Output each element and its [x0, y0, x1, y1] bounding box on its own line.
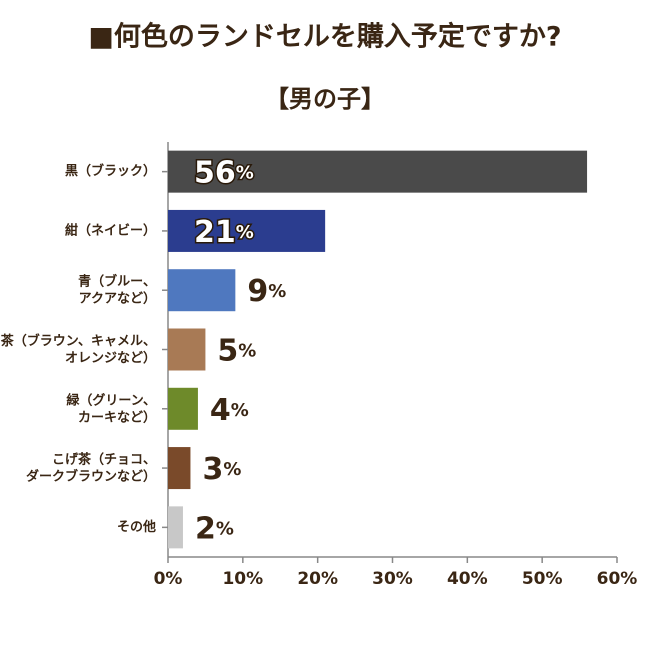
bar	[168, 209, 326, 252]
chart-title: ■何色のランドセルを購入予定ですか?	[88, 21, 561, 53]
value-label: 56%	[194, 155, 254, 190]
x-tick-label: 0%	[154, 569, 183, 589]
value-label: 2%	[195, 511, 234, 546]
value-label: 3%	[202, 452, 241, 487]
bar	[168, 150, 588, 193]
y-tick-label: その他	[117, 519, 156, 535]
value-label: 9%	[247, 274, 286, 309]
y-tick-label: 茶（ブラウン、キャメル、オレンジなど）	[1, 333, 156, 366]
y-tick-label: 緑（グリーン、カーキなど）	[66, 392, 156, 425]
bar	[168, 328, 206, 371]
bar	[168, 387, 198, 430]
y-tick-label: 紺（ネイビー）	[65, 222, 156, 238]
x-tick-label: 60%	[597, 569, 638, 589]
x-tick-label: 10%	[222, 569, 263, 589]
y-tick-label: 黒（ブラック）	[65, 163, 156, 179]
bar	[168, 269, 236, 312]
chart-subtitle: 【男の子】	[265, 85, 385, 113]
bar	[168, 506, 183, 549]
x-tick-label: 30%	[372, 569, 413, 589]
value-label: 4%	[210, 392, 249, 427]
x-tick-label: 50%	[522, 569, 563, 589]
value-label: 21%	[194, 214, 254, 249]
bar	[168, 447, 191, 490]
y-tick-label: 青（ブルー、アクアなど）	[78, 273, 156, 306]
x-tick-label: 20%	[297, 569, 338, 589]
x-tick-label: 40%	[447, 569, 488, 589]
y-tick-label: こげ茶（チョコ、ダークブラウンなど）	[26, 451, 156, 484]
value-label: 5%	[217, 333, 256, 368]
